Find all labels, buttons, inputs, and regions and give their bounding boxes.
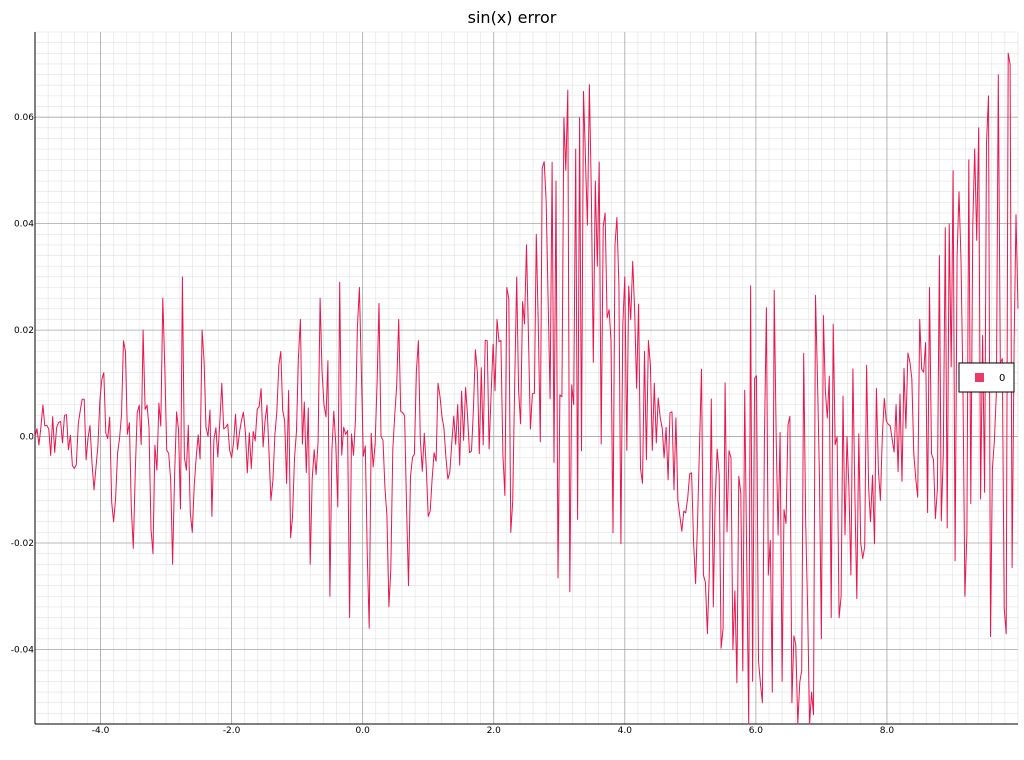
chart-title: sin(x) error [468,8,557,27]
series-line-0 [34,52,1019,725]
y-tick-label: 0.02 [14,326,34,336]
y-tick-label: 0.04 [14,220,34,230]
x-tick-label: 8.0 [880,726,895,736]
x-tick-labels: -4.0 -2.0 0.0 2.0 4.0 6.0 8.0 [92,726,895,736]
legend-label: 0 [999,373,1005,384]
y-tick-label: -0.04 [11,645,35,655]
x-tick-label: 0.0 [356,726,371,736]
legend-swatch [975,373,984,382]
x-tick-label: -2.0 [223,726,241,736]
series-layer [34,52,1019,725]
legend-box [958,362,1015,393]
y-tick-label: -0.02 [11,539,34,549]
grid-minor [34,31,1019,725]
legend: 0 [958,362,1015,393]
grid-major [35,32,1018,724]
x-tick-label: 2.0 [487,726,502,736]
x-tick-label: 4.0 [618,726,633,736]
x-tick-label: -4.0 [92,726,110,736]
x-tick-label: 6.0 [749,726,764,736]
y-tick-label: 0.06 [14,113,34,123]
axes [34,32,1018,725]
y-tick-label: 0.0 [20,433,35,443]
y-tick-labels: -0.04 -0.02 0.0 0.02 0.04 0.06 [11,113,35,655]
